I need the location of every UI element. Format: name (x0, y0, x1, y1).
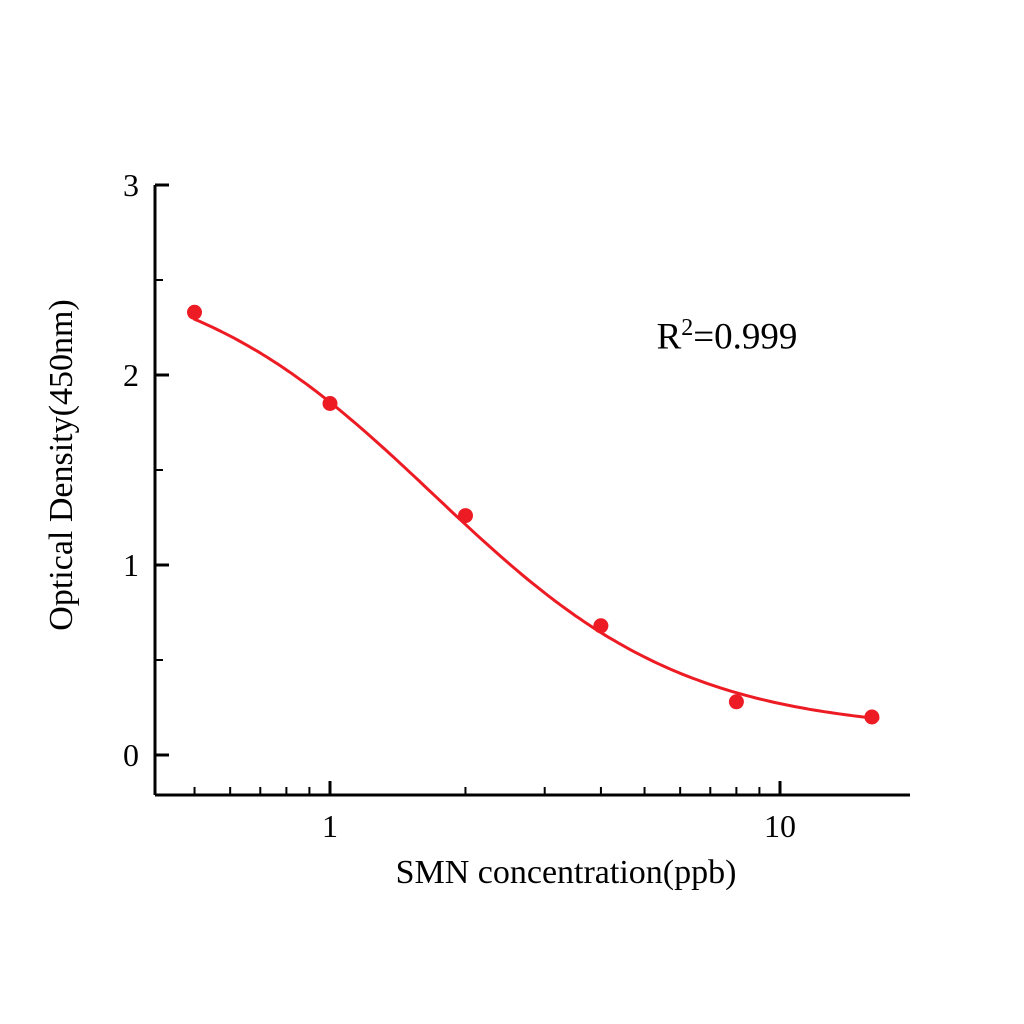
r-squared-annotation: R2=0.999 (657, 316, 798, 359)
y-tick-label: 2 (123, 357, 139, 393)
x-axis-label: SMN concentration(ppb) (395, 854, 737, 891)
y-tick-label: 1 (123, 547, 139, 583)
y-tick-label: 0 (123, 737, 139, 773)
data-point (322, 396, 338, 411)
data-point (864, 709, 880, 725)
data-point (728, 694, 744, 710)
r-squared-value: =0.999 (693, 316, 798, 358)
y-axis-label: Optical Density(450nm) (43, 299, 80, 631)
data-point (458, 508, 473, 524)
data-point (187, 304, 202, 320)
data-point (593, 618, 609, 634)
r-squared-sup: 2 (681, 315, 694, 342)
y-tick-label: 3 (123, 167, 139, 203)
x-tick-label: 1 (322, 808, 338, 844)
x-tick-label: 10 (764, 808, 796, 844)
r-squared-base: R (656, 316, 682, 358)
fit-curve (193, 317, 880, 721)
